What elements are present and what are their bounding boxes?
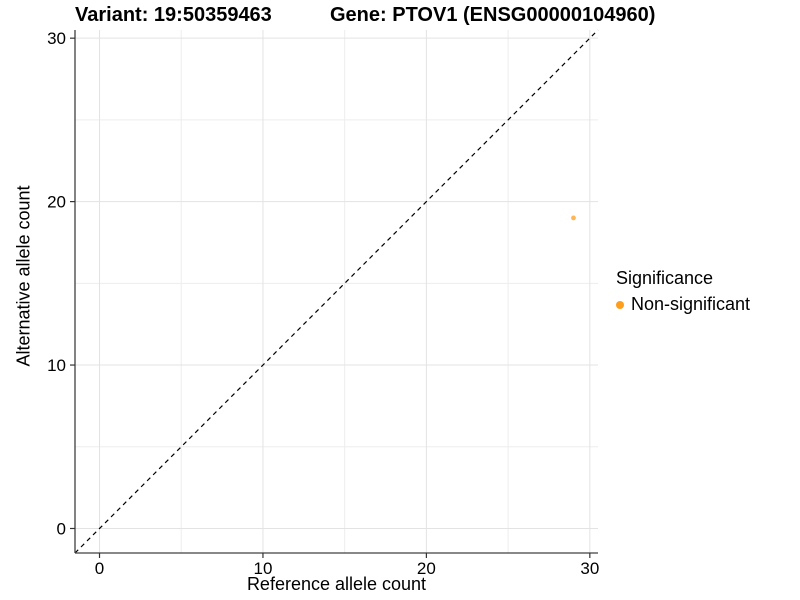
legend-item-label: Non-significant — [631, 294, 751, 314]
legend-key-dot-icon — [616, 300, 624, 309]
identity-dashed-line — [74, 29, 599, 554]
plot-title-variant: Variant: 19:50359463 — [75, 4, 272, 26]
y-tick-label: 10 — [47, 356, 66, 375]
x-tick-label: 0 — [95, 559, 104, 578]
y-axis-title: Alternative allele count — [13, 185, 34, 367]
data-point — [571, 215, 576, 221]
plot-title-gene: Gene: PTOV1 (ENSG00000104960) — [330, 4, 656, 26]
x-axis-title: Reference allele count — [246, 574, 427, 594]
y-tick-label: 30 — [47, 29, 66, 48]
legend-item: Non-significant — [616, 294, 750, 315]
x-tick-label: 10 — [253, 559, 272, 578]
y-tick-label: 0 — [57, 519, 66, 538]
x-tick-label: 30 — [580, 559, 599, 578]
legend-items: Non-significant — [616, 294, 750, 315]
x-tick-label: 20 — [417, 559, 436, 578]
legend-title: Significance — [616, 268, 714, 288]
legend: Significance Non-significant — [616, 268, 750, 315]
y-tick-label: 20 — [47, 193, 66, 212]
